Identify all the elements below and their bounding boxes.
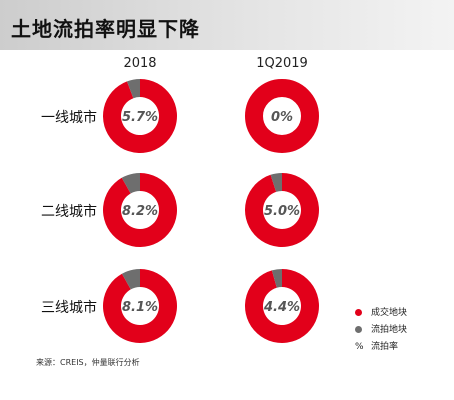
donut-failed-slice-r1-c1 xyxy=(127,79,140,99)
donut-sold-slice-r1-c1 xyxy=(102,79,177,153)
donut-sold-slice-r1-c2 xyxy=(245,79,319,153)
donut-sold-slice-r3-c2 xyxy=(245,269,320,343)
chart-title: 土地流拍率明显下降 xyxy=(11,17,200,41)
legend-item-rate: % 流拍率 xyxy=(355,339,398,352)
source-note: 来源：CREIS，仲量联行分析 xyxy=(36,358,140,367)
row-label-tier1: 一线城市 xyxy=(41,110,97,126)
legend-rate-symbol: % xyxy=(355,342,364,352)
legend-item-sold: 成交地块 xyxy=(355,305,407,318)
donut-rate-label-r2-c2: 5.0% xyxy=(264,204,300,219)
legend-failed-dot xyxy=(355,326,362,333)
donut-rate-label-r1-c1: 5.7% xyxy=(122,110,158,125)
donut-rate-label-r3-c2: 4.4% xyxy=(263,300,300,315)
donut-failed-slice-r3-c2 xyxy=(271,269,282,288)
legend-rate-label: 流拍率 xyxy=(371,342,399,352)
donut-failed-slice-r2-c1 xyxy=(121,173,140,194)
legend-failed-label: 流拍地块 xyxy=(371,325,408,335)
column-header-1q2019: 1Q2019 xyxy=(256,56,308,71)
legend-sold-label: 成交地块 xyxy=(371,308,408,318)
donut-failed-slice-r3-c1 xyxy=(121,269,140,290)
row-label-tier2: 二线城市 xyxy=(41,204,97,220)
donut-rate-label-r1-c2: 0% xyxy=(271,110,293,125)
legend-item-failed: 流拍地块 xyxy=(355,322,407,335)
donut-failed-slice-r2-c2 xyxy=(270,173,282,192)
donut-sold-slice-r2-c2 xyxy=(245,172,320,247)
title-bar xyxy=(0,0,454,50)
column-header-2018: 2018 xyxy=(123,56,157,71)
donut-sold-slice-r3-c1 xyxy=(103,269,178,344)
donut-rate-label-r3-c1: 8.1% xyxy=(122,300,158,315)
legend-sold-dot xyxy=(355,309,362,316)
row-label-tier3: 三线城市 xyxy=(41,300,97,316)
donut-sold-slice-r2-c1 xyxy=(103,173,178,248)
donut-rate-label-r2-c1: 8.2% xyxy=(122,204,158,219)
